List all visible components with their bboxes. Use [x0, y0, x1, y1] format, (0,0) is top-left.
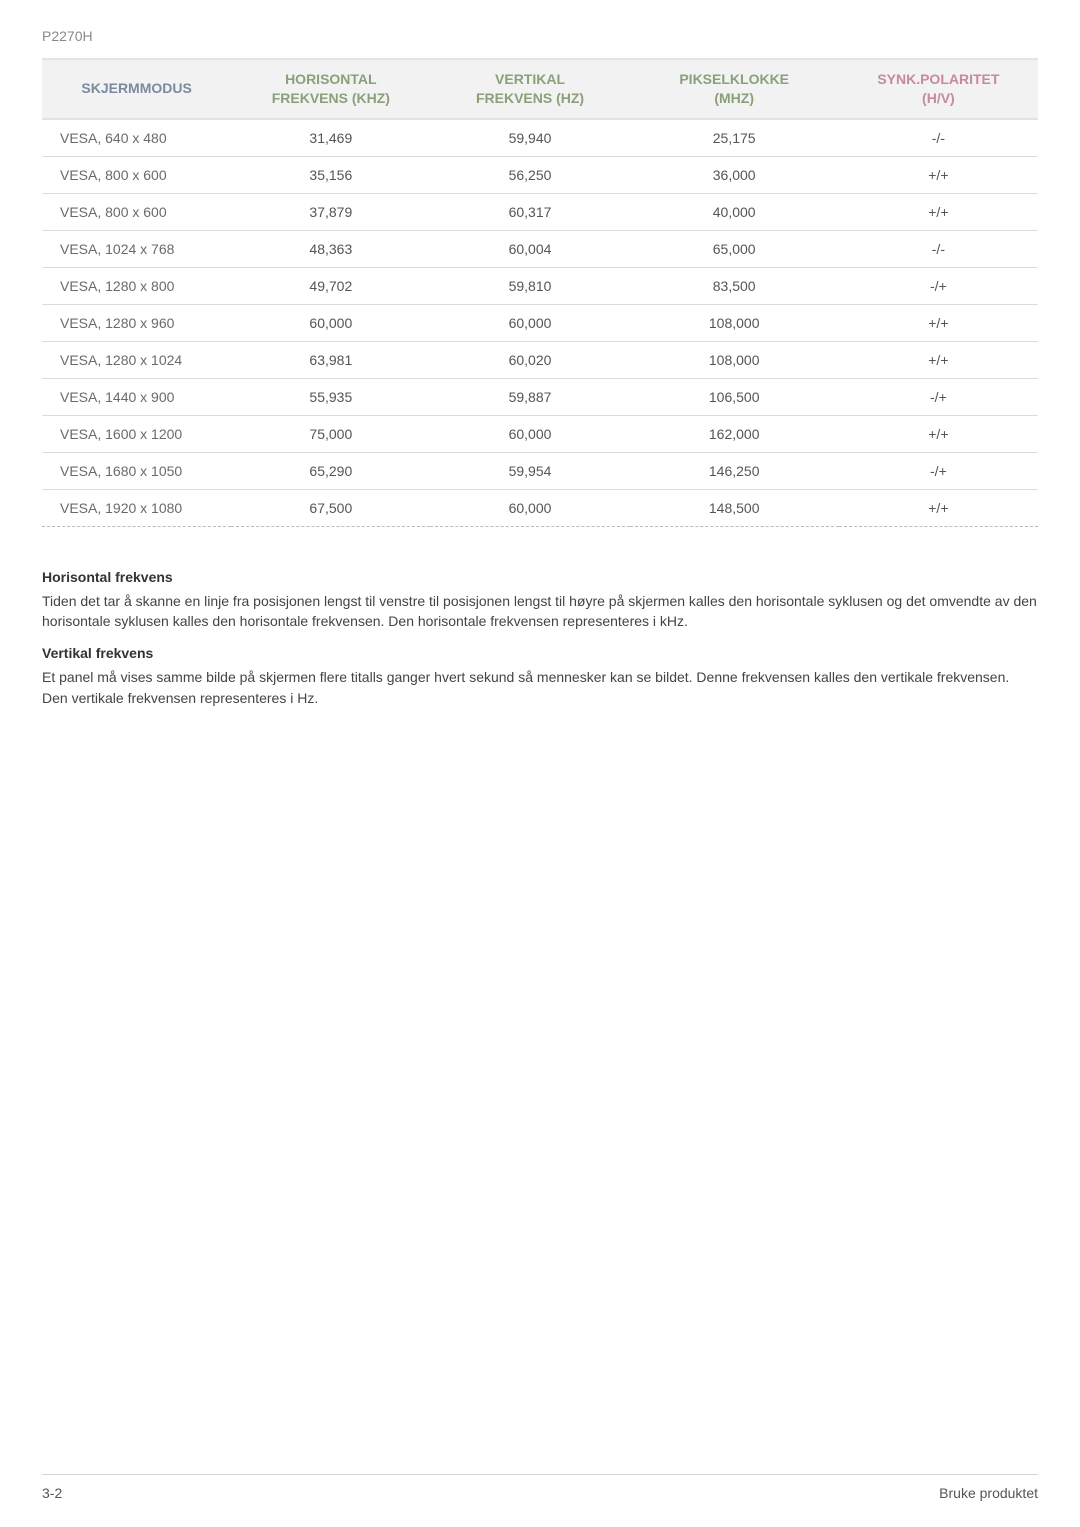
table-row: VESA, 1280 x 80049,70259,81083,500-/+	[42, 267, 1038, 304]
table-cell: -/-	[839, 230, 1038, 267]
table-cell: 60,317	[430, 193, 629, 230]
table-cell: 35,156	[231, 156, 430, 193]
table-cell: 40,000	[630, 193, 839, 230]
col-header-s-l2: (H/V)	[922, 90, 955, 106]
table-cell: 67,500	[231, 489, 430, 526]
table-cell: 36,000	[630, 156, 839, 193]
definitions-section: Horisontal frekvens Tiden det tar å skan…	[42, 569, 1038, 708]
table-cell: 60,000	[231, 304, 430, 341]
table-cell: +/+	[839, 489, 1038, 526]
table-row: VESA, 1024 x 76848,36360,00465,000-/-	[42, 230, 1038, 267]
table-cell: 65,000	[630, 230, 839, 267]
col-header-mode: SKJERMMODUS	[42, 59, 231, 119]
table-cell: VESA, 1680 x 1050	[42, 452, 231, 489]
col-header-polarity: SYNK.POLARITET (H/V)	[839, 59, 1038, 119]
col-header-v-l1: VERTIKAL	[495, 71, 565, 87]
table-cell: 60,000	[430, 304, 629, 341]
timing-table: SKJERMMODUS HORISONTAL FREKVENS (KHZ) VE…	[42, 58, 1038, 527]
table-cell: 63,981	[231, 341, 430, 378]
vertical-freq-body: Et panel må vises samme bilde på skjerme…	[42, 667, 1038, 708]
table-cell: 75,000	[231, 415, 430, 452]
table-cell: 108,000	[630, 341, 839, 378]
table-cell: 83,500	[630, 267, 839, 304]
table-cell: 56,250	[430, 156, 629, 193]
table-cell: 106,500	[630, 378, 839, 415]
table-cell: -/+	[839, 452, 1038, 489]
table-cell: 60,020	[430, 341, 629, 378]
col-header-pixelclock: PIKSELKLOKKE (MHZ)	[630, 59, 839, 119]
table-cell: 162,000	[630, 415, 839, 452]
table-cell: 49,702	[231, 267, 430, 304]
table-row: VESA, 1600 x 120075,00060,000162,000+/+	[42, 415, 1038, 452]
table-cell: 25,175	[630, 119, 839, 157]
table-row: VESA, 1280 x 96060,00060,000108,000+/+	[42, 304, 1038, 341]
vertical-freq-title: Vertikal frekvens	[42, 645, 1038, 661]
table-cell: +/+	[839, 193, 1038, 230]
col-header-s-l1: SYNK.POLARITET	[877, 71, 999, 87]
col-header-v-l2: FREKVENS (HZ)	[476, 90, 584, 106]
footer-page-number: 3-2	[42, 1485, 62, 1501]
table-cell: 146,250	[630, 452, 839, 489]
table-cell: VESA, 1600 x 1200	[42, 415, 231, 452]
table-cell: 59,940	[430, 119, 629, 157]
table-cell: 31,469	[231, 119, 430, 157]
table-row: VESA, 800 x 60037,87960,31740,000+/+	[42, 193, 1038, 230]
table-cell: +/+	[839, 415, 1038, 452]
model-label: P2270H	[42, 28, 1038, 44]
table-header-row: SKJERMMODUS HORISONTAL FREKVENS (KHZ) VE…	[42, 59, 1038, 119]
table-cell: 148,500	[630, 489, 839, 526]
horizontal-freq-title: Horisontal frekvens	[42, 569, 1038, 585]
table-row: VESA, 1680 x 105065,29059,954146,250-/+	[42, 452, 1038, 489]
table-row: VESA, 1280 x 102463,98160,020108,000+/+	[42, 341, 1038, 378]
table-cell: +/+	[839, 304, 1038, 341]
table-cell: VESA, 1920 x 1080	[42, 489, 231, 526]
table-cell: VESA, 1280 x 960	[42, 304, 231, 341]
footer-section-title: Bruke produktet	[939, 1485, 1038, 1501]
table-cell: 59,954	[430, 452, 629, 489]
table-cell: 60,000	[430, 415, 629, 452]
col-header-p-l1: PIKSELKLOKKE	[679, 71, 789, 87]
table-cell: VESA, 1024 x 768	[42, 230, 231, 267]
col-header-h-l1: HORISONTAL	[285, 71, 377, 87]
table-cell: +/+	[839, 341, 1038, 378]
table-cell: 59,810	[430, 267, 629, 304]
table-cell: 55,935	[231, 378, 430, 415]
col-header-h-l2: FREKVENS (KHZ)	[272, 90, 390, 106]
table-row: VESA, 1440 x 90055,93559,887106,500-/+	[42, 378, 1038, 415]
page-footer: 3-2 Bruke produktet	[42, 1474, 1038, 1501]
table-cell: 60,004	[430, 230, 629, 267]
table-row: VESA, 1920 x 108067,50060,000148,500+/+	[42, 489, 1038, 526]
table-cell: 65,290	[231, 452, 430, 489]
table-cell: VESA, 1280 x 800	[42, 267, 231, 304]
table-cell: 48,363	[231, 230, 430, 267]
horizontal-freq-body: Tiden det tar å skanne en linje fra posi…	[42, 591, 1038, 632]
table-cell: -/-	[839, 119, 1038, 157]
table-cell: VESA, 640 x 480	[42, 119, 231, 157]
col-header-p-l2: (MHZ)	[714, 90, 754, 106]
col-header-mode-l1: SKJERMMODUS	[81, 80, 191, 96]
table-cell: -/+	[839, 267, 1038, 304]
table-cell: 37,879	[231, 193, 430, 230]
table-row: VESA, 640 x 48031,46959,94025,175-/-	[42, 119, 1038, 157]
table-row: VESA, 800 x 60035,15656,25036,000+/+	[42, 156, 1038, 193]
table-cell: 60,000	[430, 489, 629, 526]
table-cell: 59,887	[430, 378, 629, 415]
table-cell: VESA, 800 x 600	[42, 156, 231, 193]
table-cell: VESA, 1280 x 1024	[42, 341, 231, 378]
col-header-horizontal: HORISONTAL FREKVENS (KHZ)	[231, 59, 430, 119]
table-cell: -/+	[839, 378, 1038, 415]
table-cell: 108,000	[630, 304, 839, 341]
col-header-vertical: VERTIKAL FREKVENS (HZ)	[430, 59, 629, 119]
table-cell: VESA, 1440 x 900	[42, 378, 231, 415]
table-cell: VESA, 800 x 600	[42, 193, 231, 230]
table-cell: +/+	[839, 156, 1038, 193]
